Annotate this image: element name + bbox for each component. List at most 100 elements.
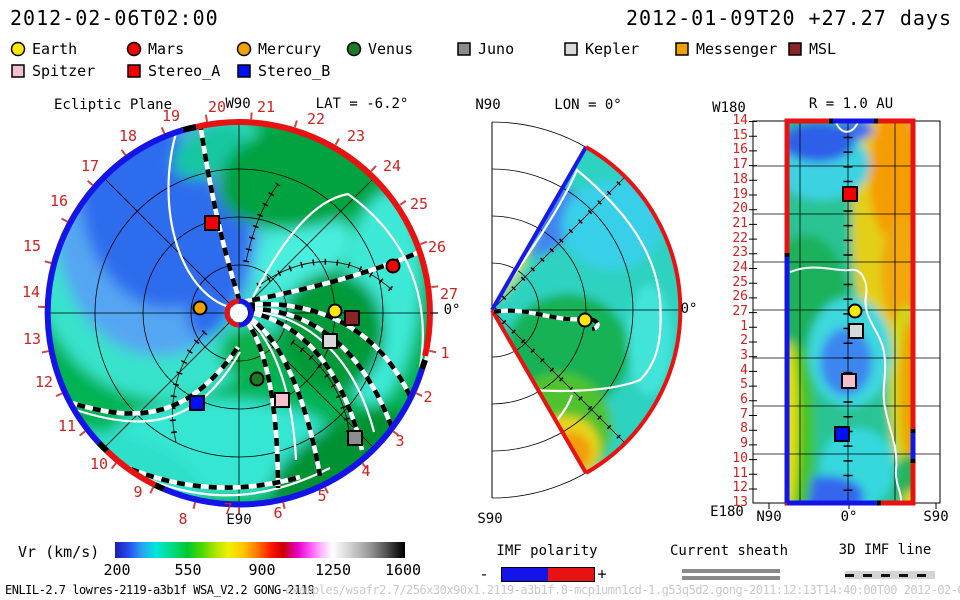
colorbar-tick: 900 (248, 561, 276, 579)
row-label: 9 (740, 436, 748, 451)
msl-icon (788, 41, 802, 56)
mercury-icon (236, 41, 252, 56)
spitzer-marker-radial (841, 373, 857, 389)
stereo-b-marker-radial (834, 426, 850, 442)
juno-icon (457, 41, 471, 56)
row-label: 8 (740, 421, 748, 436)
row-label: 16 (732, 142, 748, 157)
ecliptic-polarity-ring (44, 119, 433, 508)
dial-label: 8 (178, 510, 188, 528)
dial-label: 12 (34, 373, 54, 391)
row-label: 1 (740, 319, 748, 334)
legend-item-spitzer: Spitzer (10, 61, 96, 80)
row-label: 27 (732, 304, 748, 319)
legend-label: Venus (368, 39, 414, 58)
legend-label: Mercury (258, 39, 322, 58)
stereo-a-icon (127, 63, 141, 78)
dial-label: 7 (223, 500, 233, 518)
meridional-wedge-border (490, 145, 683, 475)
row-label: 24 (732, 260, 748, 275)
row-label: 5 (740, 377, 748, 392)
dial-label: 19 (161, 107, 181, 125)
imf-line-sample (845, 571, 935, 579)
legend-item-venus: Venus (346, 39, 414, 58)
n90-label: N90 (475, 97, 501, 113)
imf-polarity-bar (501, 567, 595, 582)
ecliptic-dial-ticks (38, 112, 440, 514)
mercury-marker (192, 300, 208, 316)
dial-label: 17 (80, 157, 100, 175)
model-version-text: ENLIL-2.7 lowres-2119-a3b1f WSA_V2.2 GON… (5, 583, 315, 597)
row-label: 3 (740, 348, 748, 363)
row-label: 13 (732, 495, 748, 510)
dial-label: 16 (49, 192, 69, 210)
dial-label: 15 (22, 237, 42, 255)
dial-label: 9 (133, 483, 143, 501)
run-start-timestamp: 2012-01-09T20 +27.27 days (625, 6, 952, 30)
w180-label: W180 (712, 100, 746, 116)
legend-label: Juno (478, 39, 515, 58)
msl-marker (344, 310, 360, 326)
dial-label: 2 (423, 388, 433, 406)
legend-label: Messenger (696, 39, 778, 58)
meridional-title: LON = 0° (554, 97, 622, 113)
imf-line-dashes (845, 573, 935, 577)
dial-label: 10 (89, 455, 109, 473)
row-label: 6 (740, 392, 748, 407)
e90-label: E90 (226, 512, 252, 528)
kepler-marker (322, 333, 338, 349)
mars-marker (385, 258, 401, 274)
dial-label: 26 (427, 238, 447, 256)
ecliptic-hatched-lines (169, 182, 395, 443)
row-label: 26 (732, 289, 748, 304)
radial-zero-label: 0° (840, 509, 858, 525)
dial-label: 13 (22, 330, 42, 348)
imf-plus-label: + (597, 565, 607, 583)
current-sheath-sample (682, 576, 780, 580)
dial-label: 22 (306, 110, 326, 128)
legend-label: Mars (148, 39, 185, 58)
dial-label: 25 (409, 195, 429, 213)
dial-label: 24 (382, 157, 402, 175)
row-label: 23 (732, 245, 748, 260)
earth-marker-meridional (577, 312, 593, 328)
stereo-b-icon (237, 63, 251, 78)
imf-outward-swatch (548, 568, 594, 581)
ecliptic-zero-label: 0° (443, 302, 461, 318)
radial-title: R = 1.0 AU (808, 96, 894, 112)
earth-marker (327, 303, 343, 319)
legend-item-messenger: Messenger (674, 39, 778, 58)
legend-item-mars: Mars (126, 39, 185, 58)
row-label: 25 (732, 275, 748, 290)
dial-label: 6 (273, 504, 283, 522)
legend-item-msl: MSL (787, 40, 836, 58)
legend-label: Stereo_A (148, 61, 221, 80)
dial-label: 18 (118, 127, 138, 145)
colorbar-tick: 1600 (384, 561, 422, 579)
colorbar (115, 542, 405, 558)
meridional-zero-label: 0° (680, 301, 698, 317)
row-label: 20 (732, 201, 748, 216)
imf-polarity-label: IMF polarity (496, 543, 598, 559)
radial-n90-label: N90 (756, 509, 782, 525)
venus-marker (249, 371, 265, 387)
earth-marker-radial (847, 303, 863, 319)
dial-label: 14 (21, 283, 41, 301)
imf-minus-label: - (479, 565, 489, 583)
kepler-marker-radial (848, 323, 864, 339)
row-label: 7 (740, 407, 748, 422)
row-label: 12 (732, 480, 748, 495)
kepler-icon (564, 41, 578, 56)
lat-label: LAT = -6.2° (315, 96, 409, 112)
run-id-watermark: examples/wsafr2.7/256x30x90x1.2119-a3b1f… (285, 583, 960, 597)
dial-label: 1 (440, 344, 450, 362)
earth-icon (10, 41, 26, 56)
row-label: 19 (732, 187, 748, 202)
imf-inward-swatch (502, 568, 548, 581)
current-sheath-label: Current sheath (669, 543, 789, 559)
legend-label: Kepler (585, 39, 640, 58)
row-label: 17 (732, 157, 748, 172)
legend-label: Spitzer (32, 61, 96, 80)
